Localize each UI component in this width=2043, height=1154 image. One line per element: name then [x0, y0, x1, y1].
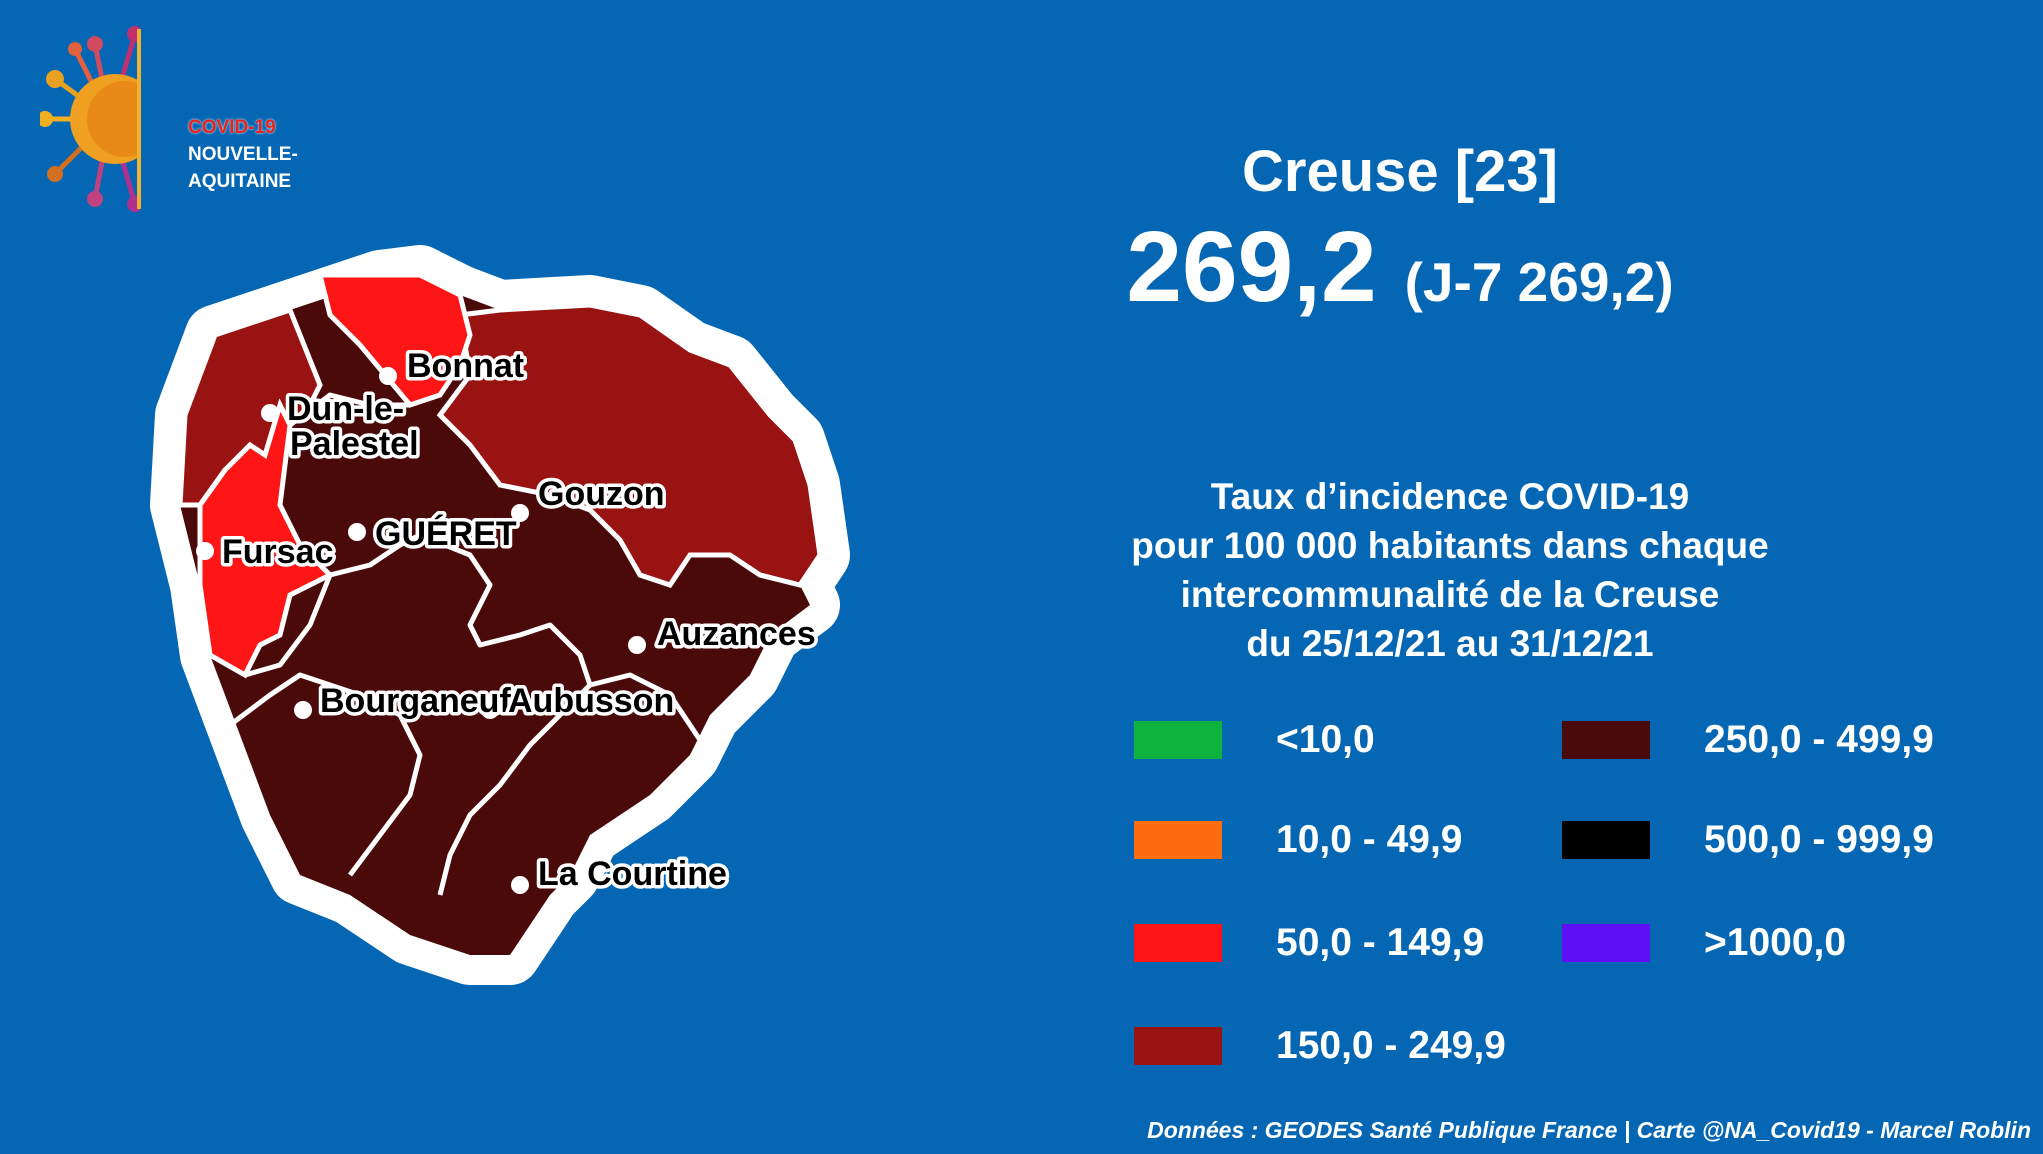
- legend-item-10-49: 10,0 - 49,9: [1134, 818, 1462, 862]
- town-label-palestel: Palestel: [290, 425, 419, 463]
- legend-item-500-999: 500,0 - 999,9: [1562, 818, 1934, 862]
- town-dot-gueret: [348, 523, 366, 541]
- town-dot-bonnat: [379, 367, 397, 385]
- legend-label: 50,0 - 149,9: [1276, 921, 1485, 964]
- legend-label: 150,0 - 249,9: [1276, 1024, 1506, 1067]
- description-line-4: du 25/12/21 au 31/12/21: [1246, 623, 1654, 664]
- legend-label: >1000,0: [1704, 921, 1847, 964]
- town-label-auzances: Auzances: [657, 615, 816, 653]
- legend-label: <10,0: [1276, 718, 1375, 761]
- town-dot-la-courtine: [511, 876, 529, 894]
- logo-line-3: AQUITAINE: [188, 171, 292, 192]
- description-line-3: intercommunalité de la Creuse: [1180, 574, 1720, 615]
- incidence-value: 269,2: [1126, 211, 1377, 323]
- logo: COVID-19 NOUVELLE- AQUITAINE: [37, 24, 300, 224]
- legend-swatch: [1562, 821, 1650, 859]
- logo-line-2: NOUVELLE-: [188, 144, 298, 165]
- description-line-2: pour 100 000 habitants dans chaque: [1131, 525, 1769, 566]
- legend-swatch: [1134, 924, 1222, 962]
- town-label-fursac: Fursac: [222, 533, 334, 571]
- town-dot-auzances: [628, 636, 646, 654]
- town-dot-bourganeuf: [294, 701, 312, 719]
- town-label-dun-le: Dun-le-: [287, 390, 404, 428]
- town-label-la-courtine: La Courtine: [538, 855, 727, 893]
- creuse-map: Bonnat Dun-le- Palestel GUÉRET Gouzon Fu…: [150, 245, 1030, 985]
- department-title: Creuse [23]: [1242, 139, 1558, 204]
- town-label-gueret: GUÉRET: [375, 515, 517, 553]
- map-description: Taux d’incidence COVID-19 pour 100 000 h…: [1060, 472, 1840, 668]
- legend-item-lt10: <10,0: [1134, 718, 1375, 762]
- legend-item-250-499: 250,0 - 499,9: [1562, 718, 1934, 762]
- legend-swatch: [1134, 1027, 1222, 1065]
- town-dot-dun-le-palestel: [261, 404, 279, 422]
- legend-label: 250,0 - 499,9: [1704, 718, 1934, 761]
- town-dot-aubusson: [481, 701, 499, 719]
- legend-swatch: [1562, 721, 1650, 759]
- legend-label: 500,0 - 999,9: [1704, 818, 1934, 861]
- previous-week-value: (J-7 269,2): [1404, 251, 1674, 313]
- legend-item-50-149: 50,0 - 149,9: [1134, 921, 1484, 965]
- town-label-gouzon: Gouzon: [538, 475, 665, 513]
- legend-item-150-249: 150,0 - 249,9: [1134, 1024, 1506, 1068]
- town-label-aubusson: Aubusson: [508, 682, 674, 720]
- town-markers: [196, 367, 646, 894]
- town-dot-fursac: [196, 542, 214, 560]
- town-dot-gouzon: [511, 504, 529, 522]
- source-credit: Données : GEODES Santé Publique France |…: [1147, 1117, 2031, 1143]
- description-line-1: Taux d’incidence COVID-19: [1210, 476, 1690, 517]
- legend-item-gt1000: >1000,0: [1562, 921, 1846, 965]
- region-bonnat: [316, 272, 473, 408]
- intercommunality-map: Bonnat Dun-le- Palestel GUÉRET Gouzon Fu…: [150, 245, 850, 985]
- logo-line-1: COVID-19: [188, 117, 276, 138]
- legend-swatch: [1562, 924, 1650, 962]
- legend-label: 10,0 - 49,9: [1276, 818, 1463, 861]
- town-label-bonnat: Bonnat: [407, 347, 524, 385]
- legend-swatch: [1134, 721, 1222, 759]
- region-gouzon: [436, 302, 823, 588]
- region-fursac: [197, 398, 335, 679]
- incidence-value-line: 269,2 (J-7 269,2): [845, 210, 1955, 325]
- town-label-bourganeuf: Bourganeuf: [320, 682, 511, 720]
- legend-swatch: [1134, 821, 1222, 859]
- virus-logo-icon: [37, 24, 180, 214]
